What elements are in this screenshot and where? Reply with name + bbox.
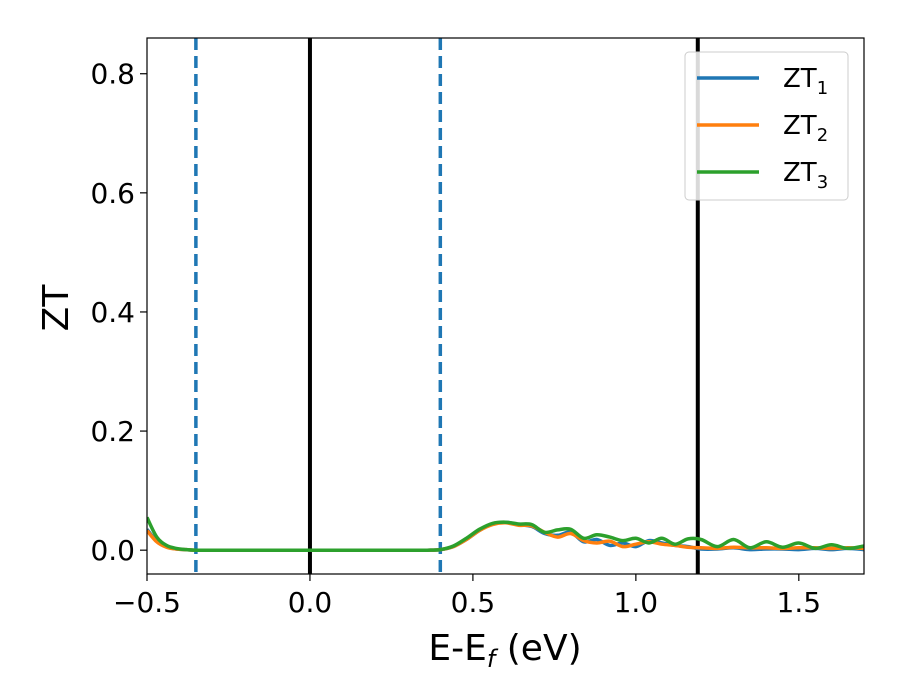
legend-label-zt1: ZT1 bbox=[783, 64, 828, 99]
y-tick-label: 0.6 bbox=[90, 177, 135, 210]
y-tick-label: 0.0 bbox=[90, 534, 135, 567]
y-tick-label: 0.2 bbox=[90, 415, 135, 448]
legend-label-zt2: ZT2 bbox=[783, 111, 828, 146]
legend: ZT1 ZT2 ZT3 bbox=[684, 51, 849, 201]
x-axis-ticks: −0.5 0.0 0.5 1.0 1.5 bbox=[113, 574, 821, 619]
y-tick-label: 0.8 bbox=[90, 58, 135, 91]
x-tick-label: 1.0 bbox=[614, 586, 659, 619]
y-tick-label: 0.4 bbox=[90, 296, 135, 329]
x-tick-label: 1.5 bbox=[777, 586, 822, 619]
x-tick-label: −0.5 bbox=[113, 586, 181, 619]
x-tick-label: 0.5 bbox=[451, 586, 496, 619]
plot-frame bbox=[146, 37, 865, 575]
x-tick-label: 0.0 bbox=[288, 586, 333, 619]
x-axis-title: E-Ef (eV) bbox=[428, 628, 581, 673]
series-layer bbox=[147, 516, 864, 552]
legend-label-zt3: ZT3 bbox=[783, 158, 828, 193]
series-line-zt3 bbox=[147, 516, 864, 552]
reference-lines bbox=[194, 38, 700, 574]
y-axis-title: ZT bbox=[36, 284, 77, 332]
y-axis-ticks: 0.0 0.2 0.4 0.6 0.8 bbox=[90, 58, 147, 567]
legend-box bbox=[684, 51, 849, 201]
